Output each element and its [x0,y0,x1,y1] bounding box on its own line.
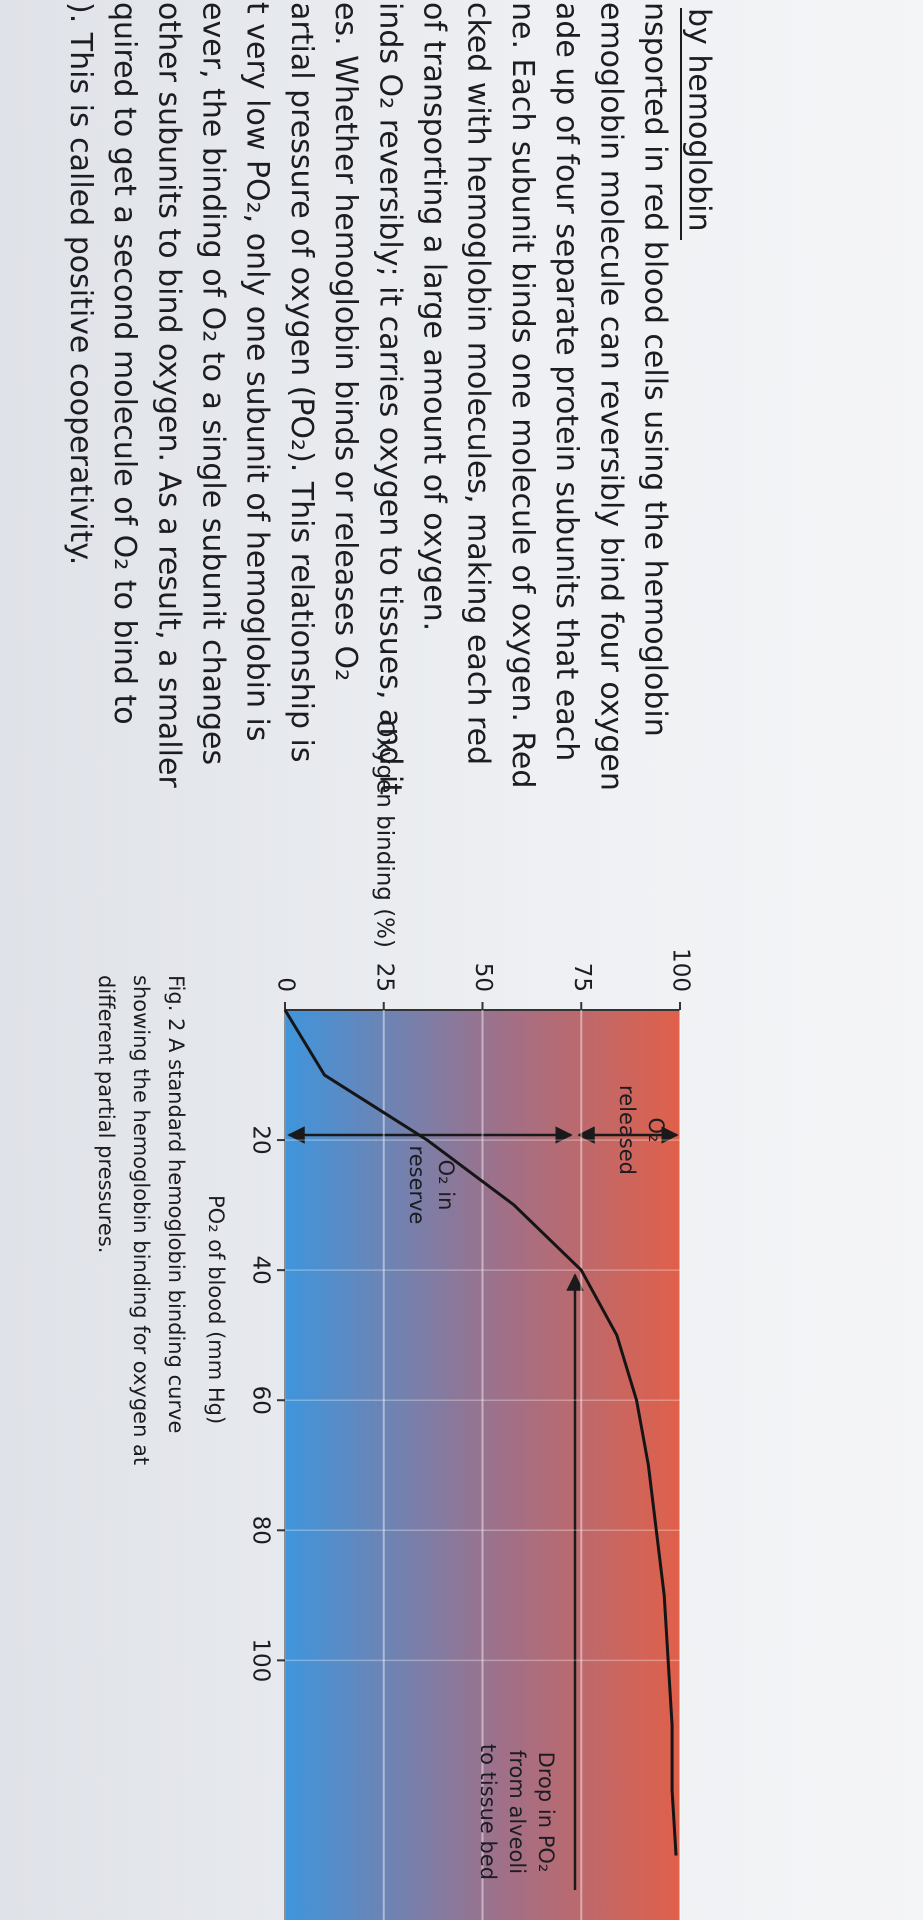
y-tick-label: 25 [371,963,397,992]
x-tick-label: 60 [248,1386,274,1415]
annotation-released: O₂ [644,1118,668,1143]
caption-line: showing the hemoglobin binding for oxyge… [129,975,153,1465]
y-tick-label: 50 [470,963,496,992]
body-line: ever, the binding of O₂ to a single subu… [196,2,231,765]
body-line: nsported in red blood cells using the he… [638,2,673,737]
caption-line: different partial pressures. [94,975,118,1253]
body-line: ade up of four separate protein subunits… [549,2,584,761]
annotation-released: released [615,1085,639,1175]
y-tick-label: 75 [569,963,595,992]
body-line: cked with hemoglobin molecules, making e… [461,2,496,765]
annotation-drop: Drop in PO₂ [534,1752,558,1873]
body-line: t very low PO₂, only one subunit of hemo… [240,2,275,742]
annotation-reserve: reserve [405,1146,429,1225]
x-tick-label: 100 [248,1638,274,1682]
body-line: other subunits to bind oxygen. As a resu… [151,2,186,788]
body-line: of transporting a large amount of oxygen… [417,2,452,631]
x-tick-label: 80 [248,1516,274,1545]
x-tick-label: 40 [248,1256,274,1285]
body-line: quired to get a second molecule of O₂ to… [107,2,142,725]
annotation-reserve: O₂ in [434,1160,458,1211]
x-axis-label: PO₂ of blood (mm Hg) [204,1195,228,1424]
body-line: inds O₂ reversibly; it carries oxygen to… [372,2,407,795]
x-tick-label: 20 [248,1125,274,1154]
binding-curve [283,1009,678,1856]
body-line: emoglobin molecule can reversibly bind f… [593,2,628,791]
body-line: artial pressure of oxygen (PO₂). This re… [284,2,319,763]
y-tick-label: 100 [668,948,694,992]
body-line: ne. Each subunit binds one molecule of o… [505,2,540,788]
y-axis-label: Oxygen binding (%) [371,719,397,948]
y-tick-label: 0 [273,977,299,992]
heading: by hemoglobin [682,8,717,232]
body-line: es. Whether hemoglobin binds or releases… [328,2,363,681]
plot-background [285,1010,680,1920]
annotation-drop: to tissue bed [476,1744,500,1880]
annotation-drop: from alveoli [505,1750,529,1874]
body-line: ). This is called positive cooperativity… [63,2,98,565]
caption-line: Fig. 2 A standard hemoglobin binding cur… [164,975,188,1433]
